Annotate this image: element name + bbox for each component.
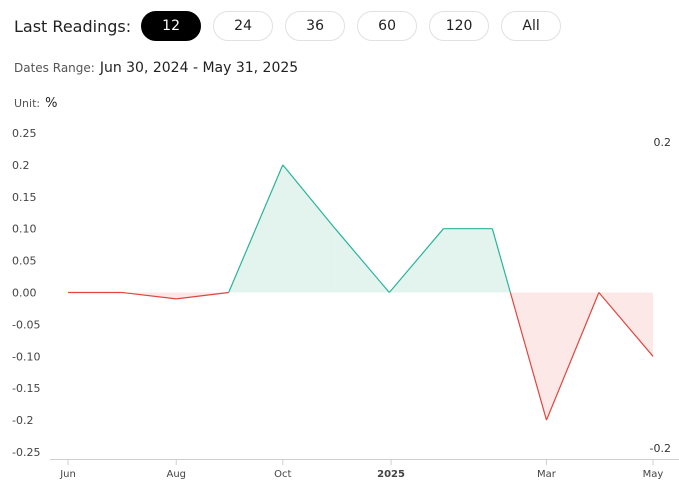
unit: Unit: % xyxy=(14,96,57,111)
unit-value: % xyxy=(45,96,58,111)
y-tick-label: 0.05 xyxy=(12,255,37,268)
y-axis: 0.25 0.2 0.15 0.10 0.05 0.00 -0.05 -0.10 -0.15 -0… xyxy=(12,127,40,459)
max-value-label: 0.2 xyxy=(654,136,672,149)
dates-range-label: Dates Range: xyxy=(14,61,95,75)
y-tick-label: -0.10 xyxy=(12,350,40,363)
series-line-segment xyxy=(334,228,390,293)
dates-range-value: Jun 30, 2024 - May 31, 2025 xyxy=(99,60,299,76)
readings-60-button[interactable]: 60 xyxy=(357,11,418,41)
readings-24-button[interactable]: 24 xyxy=(213,11,274,41)
readings-120-button[interactable]: 120 xyxy=(429,11,490,41)
y-tick-label: 0.2 xyxy=(12,159,30,172)
series-line-segment xyxy=(176,291,229,300)
x-tick-label: Aug xyxy=(167,469,187,480)
series-line-segment xyxy=(509,292,548,421)
positive-area xyxy=(282,164,336,293)
x-tick-label: Mar xyxy=(537,469,557,480)
y-tick-label: 0.15 xyxy=(12,191,37,204)
y-tick-label: 0.00 xyxy=(12,287,37,300)
readings-all-button[interactable]: All xyxy=(501,11,562,41)
unit-label: Unit: xyxy=(14,97,41,110)
min-value-label: -0.2 xyxy=(650,442,671,455)
y-tick-label: -0.2 xyxy=(12,414,33,427)
y-tick-label: -0.05 xyxy=(12,318,40,331)
y-tick-label: 0.10 xyxy=(12,223,37,236)
series-line-segment xyxy=(228,164,284,293)
dates-range: Dates Range: Jun 30, 2024 - May 31, 2025 xyxy=(14,60,298,76)
x-tick-label: Jun xyxy=(59,469,76,480)
series-line-segment xyxy=(282,164,336,230)
series-line-segment xyxy=(598,292,654,357)
x-tick-label: Oct xyxy=(274,469,291,480)
last-readings-bar: Last Readings: 12 24 36 60 120 All xyxy=(14,11,573,41)
y-tick-label: 0.25 xyxy=(12,127,37,140)
chart-lines xyxy=(68,164,654,421)
chart-areas xyxy=(122,164,653,421)
series-line-segment xyxy=(122,291,177,300)
readings-12-button[interactable]: 12 xyxy=(141,11,202,41)
x-tick-label: 2025 xyxy=(377,469,405,480)
series-line-segment xyxy=(545,292,600,421)
readings-36-button[interactable]: 36 xyxy=(285,11,346,41)
last-readings-label: Last Readings: xyxy=(14,16,132,36)
y-tick-label: -0.15 xyxy=(12,382,40,395)
x-tick-label: May xyxy=(643,469,664,480)
x-axis: Jun Aug Oct 2025 Mar May xyxy=(50,459,679,480)
series-line-segment xyxy=(491,228,511,293)
y-tick-label: -0.25 xyxy=(12,446,40,459)
series-line-segment xyxy=(388,228,444,293)
positive-area xyxy=(443,228,493,293)
